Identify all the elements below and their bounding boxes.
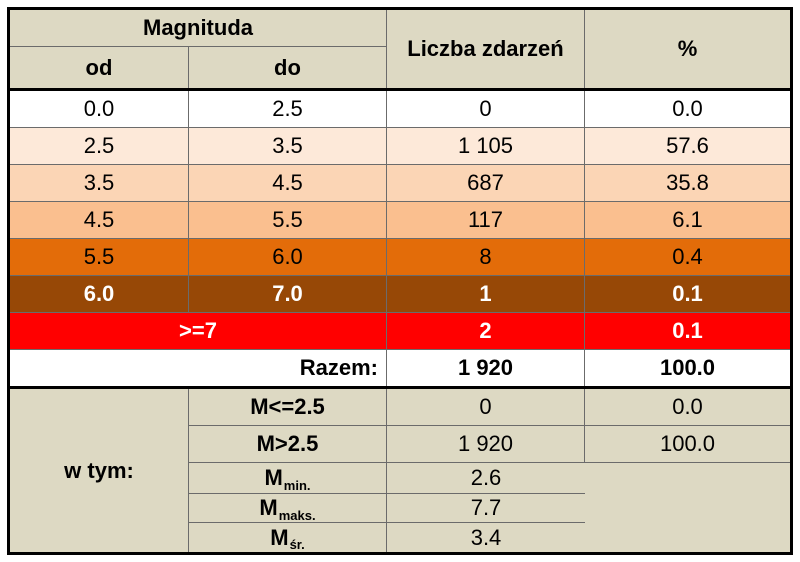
- row-to: 5.5: [189, 202, 387, 238]
- stat-min-value: 2.6: [470, 465, 502, 490]
- row-count: 117: [387, 202, 585, 238]
- header-percent: %: [677, 36, 698, 61]
- breakdown-label: w tym:: [10, 389, 189, 552]
- row-from: 6.0: [10, 276, 189, 312]
- total-label: Razem:: [10, 350, 387, 386]
- breakdown-item-count: 1 920: [387, 426, 585, 462]
- breakdown-item-label: M<=2.5: [189, 389, 387, 425]
- stat-max-value: 7.7: [470, 495, 502, 520]
- total-count: 1 920: [387, 350, 585, 386]
- row-count: 687: [387, 165, 585, 201]
- row-percent: 0.1: [672, 281, 703, 306]
- empty-cell: [585, 463, 790, 552]
- row-count: 1: [387, 276, 585, 312]
- row-count: 1 105: [387, 128, 585, 164]
- extreme-range: >=7: [10, 313, 387, 349]
- row-from: 5.5: [10, 239, 189, 275]
- extreme-count: 2: [387, 313, 585, 349]
- row-count: 8: [387, 239, 585, 275]
- row-to: 7.0: [189, 276, 387, 312]
- header-count: Liczba zdarzeń: [387, 10, 585, 88]
- row-percent: 57.6: [666, 133, 709, 158]
- row-to: 6.0: [189, 239, 387, 275]
- row-count: 0: [387, 91, 585, 127]
- header-to: do: [189, 47, 387, 88]
- table-row: 2.5 3.5 1 105 57.6: [10, 128, 790, 164]
- row-from: 0.0: [10, 91, 189, 127]
- table-row: 3.5 4.5 687 35.8: [10, 165, 790, 201]
- breakdown-item-label: M>2.5: [189, 426, 387, 462]
- row-percent: 6.1: [672, 207, 703, 232]
- magnitude-table: Magnituda od do Liczba zdarzeń % 0.0 2.5…: [7, 7, 793, 555]
- total-percent: 100.0: [659, 355, 716, 380]
- table-row: 4.5 5.5 117 6.1: [10, 202, 790, 238]
- row-from: 3.5: [10, 165, 189, 201]
- row-percent: 0.0: [672, 96, 703, 121]
- extreme-row: >=7 2 0.1: [10, 313, 790, 349]
- row-from: 4.5: [10, 202, 189, 238]
- total-row: Razem: 1 920 100.0: [10, 350, 790, 386]
- breakdown-item-percent: 0.0: [672, 394, 703, 419]
- row-to: 2.5: [189, 91, 387, 127]
- row-percent: 0.4: [672, 244, 703, 269]
- header-from: od: [10, 47, 189, 88]
- breakdown-item-count: 0: [387, 389, 585, 425]
- header-divider: [10, 46, 387, 47]
- table-row: 0.0 2.5 0 0.0: [10, 91, 790, 127]
- row-to: 3.5: [189, 128, 387, 164]
- row-from: 2.5: [10, 128, 189, 164]
- breakdown-item-percent: 100.0: [659, 431, 716, 456]
- breakdown-row: M>2.5 1 920 100.0: [189, 426, 790, 462]
- header-separator: [10, 88, 790, 91]
- stat-avg-value: 3.4: [470, 524, 502, 550]
- table-row: 6.0 7.0 1 0.1: [10, 276, 790, 312]
- extreme-percent: 0.1: [672, 318, 703, 343]
- breakdown-row: M<=2.5 0 0.0: [189, 389, 790, 425]
- row-percent: 35.8: [666, 170, 709, 195]
- table-header: Magnituda od do Liczba zdarzeń %: [10, 10, 790, 88]
- row-to: 4.5: [189, 165, 387, 201]
- header-magnitude: Magnituda: [10, 10, 387, 46]
- total-separator: [10, 386, 790, 389]
- table-row: 5.5 6.0 8 0.4: [10, 239, 790, 275]
